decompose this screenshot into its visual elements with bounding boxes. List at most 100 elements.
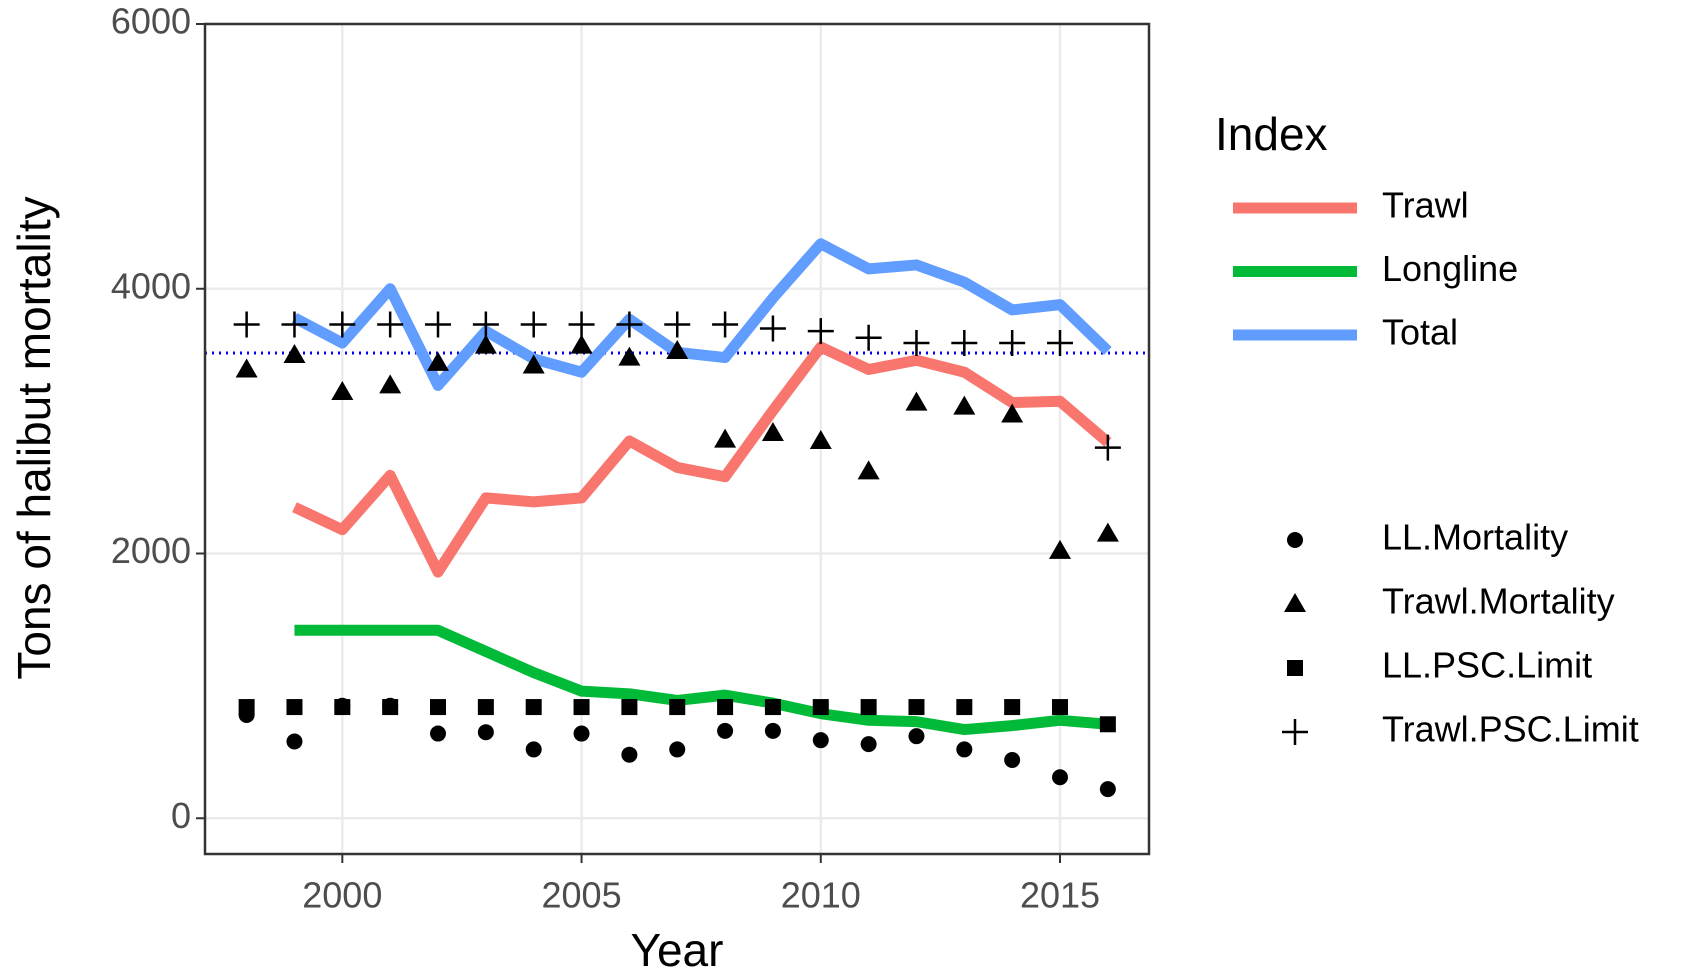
point: [522, 354, 545, 374]
point: [286, 733, 303, 750]
point: [809, 429, 832, 449]
legend-symbol: [1284, 593, 1306, 612]
point: [1049, 539, 1072, 559]
point: [764, 699, 781, 716]
point: [1099, 781, 1116, 798]
point: [1094, 434, 1121, 461]
point: [1096, 522, 1119, 542]
point: [664, 311, 691, 338]
legend-symbol: [1287, 532, 1303, 548]
legend-label: Trawl.PSC.Limit: [1382, 709, 1639, 750]
point: [905, 391, 928, 411]
y-tick-label: 6000: [111, 1, 191, 42]
point: [477, 699, 494, 716]
point: [669, 741, 686, 758]
legend-label: LL.PSC.Limit: [1382, 645, 1592, 686]
plot-border: [203, 22, 1151, 856]
point: [761, 422, 784, 442]
point: [525, 699, 542, 716]
point: [281, 311, 308, 338]
legend-title: Index: [1215, 108, 1328, 160]
legend-label: Trawl: [1382, 185, 1469, 226]
point: [1004, 752, 1021, 769]
point: [1004, 699, 1021, 716]
point: [621, 699, 638, 716]
x-tick-label: 2015: [1020, 875, 1100, 916]
point: [812, 732, 829, 749]
legend-symbol: [1287, 660, 1303, 676]
y-tick-label: 0: [171, 795, 191, 836]
point: [472, 311, 499, 338]
point: [1099, 716, 1116, 733]
point: [286, 699, 303, 716]
point: [621, 746, 638, 763]
point: [908, 699, 925, 716]
point: [669, 699, 686, 716]
point: [764, 722, 781, 739]
y-tick-label: 2000: [111, 530, 191, 571]
point: [331, 381, 354, 401]
y-tick-label: 4000: [111, 265, 191, 306]
point: [334, 699, 351, 716]
point: [1052, 699, 1069, 716]
point: [1047, 330, 1074, 357]
y-axis-title: Tons of halibut mortality: [8, 196, 60, 679]
point: [520, 311, 547, 338]
legend-symbol: [1282, 719, 1308, 745]
legend-label: Longline: [1382, 248, 1518, 289]
point: [379, 374, 402, 394]
point: [1001, 403, 1024, 423]
point: [807, 318, 834, 345]
point: [855, 324, 882, 351]
legend-label: Total: [1382, 312, 1458, 353]
point: [430, 725, 447, 742]
x-tick-label: 2000: [302, 875, 382, 916]
series-line: [291, 238, 1112, 391]
point: [1052, 769, 1069, 786]
point: [573, 699, 590, 716]
point: [618, 346, 641, 366]
point: [570, 334, 593, 354]
point: [477, 724, 494, 741]
point: [283, 343, 306, 363]
legend-label: LL.Mortality: [1382, 517, 1568, 558]
point: [377, 311, 404, 338]
point: [956, 699, 973, 716]
point: [425, 311, 452, 338]
point: [568, 311, 595, 338]
x-tick-label: 2010: [781, 875, 861, 916]
point: [956, 741, 973, 758]
point: [903, 330, 930, 357]
point: [525, 741, 542, 758]
point: [953, 395, 976, 415]
point: [860, 699, 877, 716]
point: [812, 699, 829, 716]
point: [908, 728, 925, 745]
point: [717, 699, 734, 716]
point: [857, 460, 880, 480]
point: [717, 722, 734, 739]
point: [714, 428, 737, 448]
point: [329, 311, 356, 338]
point: [238, 699, 255, 716]
point: [573, 725, 590, 742]
point: [427, 351, 450, 371]
x-tick-label: 2005: [542, 875, 622, 916]
point: [235, 358, 258, 378]
point: [474, 334, 497, 354]
point: [382, 699, 399, 716]
point: [860, 736, 877, 753]
series-line: [292, 341, 1112, 578]
point: [712, 311, 739, 338]
point: [666, 339, 689, 359]
point: [759, 315, 786, 342]
point: [616, 311, 643, 338]
point: [233, 311, 260, 338]
point: [430, 699, 447, 716]
legend-label: Trawl.Mortality: [1382, 581, 1615, 622]
point: [999, 330, 1026, 357]
series-line: [294, 624, 1109, 736]
x-axis-title: Year: [631, 924, 724, 976]
point: [951, 330, 978, 357]
